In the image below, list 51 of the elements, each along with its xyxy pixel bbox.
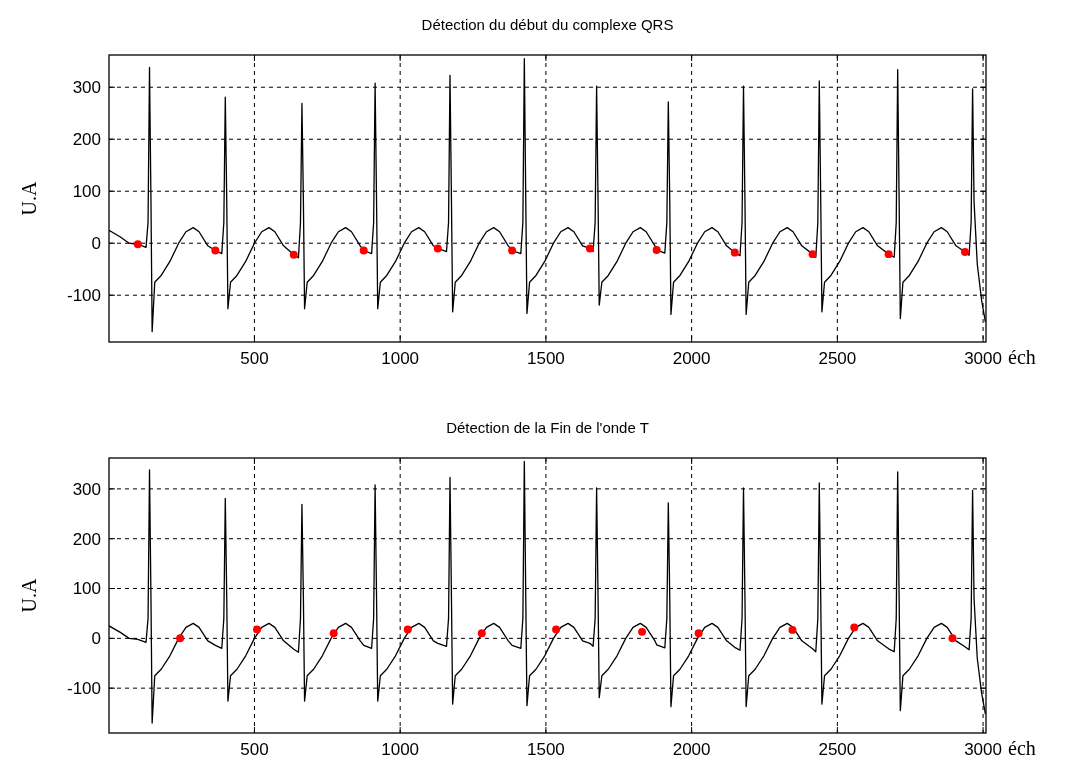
x-tick-label: 1000	[381, 349, 420, 368]
point	[585, 244, 594, 253]
point	[329, 629, 338, 638]
y-tick-label: 100	[72, 182, 101, 202]
point	[961, 248, 969, 257]
y-tick-label: -100	[66, 286, 101, 306]
y-tick-label: 300	[72, 78, 101, 98]
point	[359, 246, 368, 255]
point	[508, 246, 517, 255]
y-axis-title: U.A	[18, 181, 40, 216]
point	[211, 246, 220, 255]
y-tick-label: 0	[91, 234, 101, 254]
point	[477, 629, 486, 638]
x-tick-label: 1500	[526, 349, 565, 368]
point	[289, 250, 298, 259]
point	[638, 627, 647, 636]
chart-title: Détection du début du complexe QRS	[421, 16, 674, 33]
point	[552, 625, 561, 634]
y-axis-title: U.A	[18, 578, 40, 613]
y-tick-label: 300	[72, 479, 101, 499]
x-tick-label: 2500	[818, 349, 857, 368]
x-tick-label: 1000	[381, 740, 420, 759]
chart-title: Détection de la Fin de l'onde T	[446, 419, 649, 436]
point	[433, 244, 442, 253]
y-tick-label: 0	[91, 629, 101, 649]
point	[652, 245, 661, 254]
point	[948, 634, 957, 643]
x-axis-title: éch	[1008, 737, 1036, 759]
x-tick-label: 1500	[526, 740, 565, 759]
x-tick-label: 500	[240, 349, 269, 368]
point	[884, 250, 893, 259]
y-tick-label: 200	[72, 529, 101, 549]
point	[850, 623, 859, 632]
point	[788, 625, 797, 634]
point	[133, 240, 142, 249]
x-tick-label: 500	[240, 740, 269, 759]
y-tick-label: 200	[72, 130, 101, 150]
point	[253, 625, 262, 634]
x-tick-label: 2500	[818, 740, 857, 759]
y-tick-label: 100	[72, 579, 101, 599]
x-tick-label: 2000	[672, 740, 711, 759]
x-tick-label: 3000	[964, 740, 1002, 759]
point	[403, 625, 412, 634]
x-axis-title: éch	[1008, 346, 1036, 368]
x-tick-label: 2000	[672, 349, 711, 368]
point	[694, 629, 703, 638]
y-tick-label: -100	[66, 679, 101, 699]
point	[730, 248, 739, 257]
x-tick-label: 3000	[964, 349, 1002, 368]
point	[176, 634, 185, 643]
point	[808, 250, 817, 259]
